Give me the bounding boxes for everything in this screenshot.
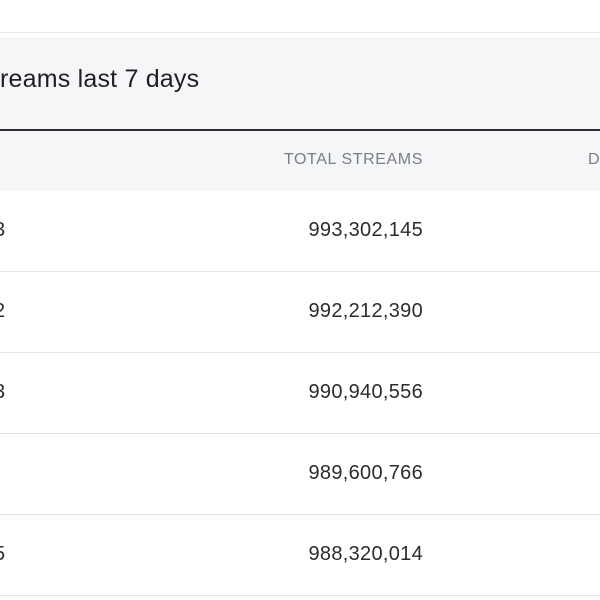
row-rank: 2 xyxy=(0,300,5,323)
row-total-streams: 992,212,390 xyxy=(308,300,423,322)
streams-card: reams last 7 days TOTAL STREAMS D 3 993,… xyxy=(0,37,600,600)
table-row[interactable]: 2 992,212,390 xyxy=(0,272,600,353)
table-row[interactable]: 989,600,766 xyxy=(0,434,600,515)
row-rank: 3 xyxy=(0,219,5,242)
row-total-streams: 988,320,014 xyxy=(308,543,423,565)
table-header: TOTAL STREAMS D xyxy=(0,131,600,191)
table-row[interactable]: 3 990,940,556 xyxy=(0,353,600,434)
row-total-streams: 990,940,556 xyxy=(308,381,423,403)
column-header-daily[interactable]: D xyxy=(588,151,600,168)
row-rank: 3 xyxy=(0,381,5,404)
card-header: reams last 7 days xyxy=(0,37,600,131)
column-header-total-streams[interactable]: TOTAL STREAMS xyxy=(283,151,423,168)
row-total-streams: 993,302,145 xyxy=(308,219,423,241)
table-row[interactable]: 5 988,320,014 xyxy=(0,515,600,596)
row-total-streams: 989,600,766 xyxy=(308,462,423,484)
card-title: reams last 7 days xyxy=(0,65,200,93)
table-row[interactable]: 3 993,302,145 xyxy=(0,191,600,272)
row-rank: 5 xyxy=(0,543,5,566)
top-strip xyxy=(0,0,600,33)
